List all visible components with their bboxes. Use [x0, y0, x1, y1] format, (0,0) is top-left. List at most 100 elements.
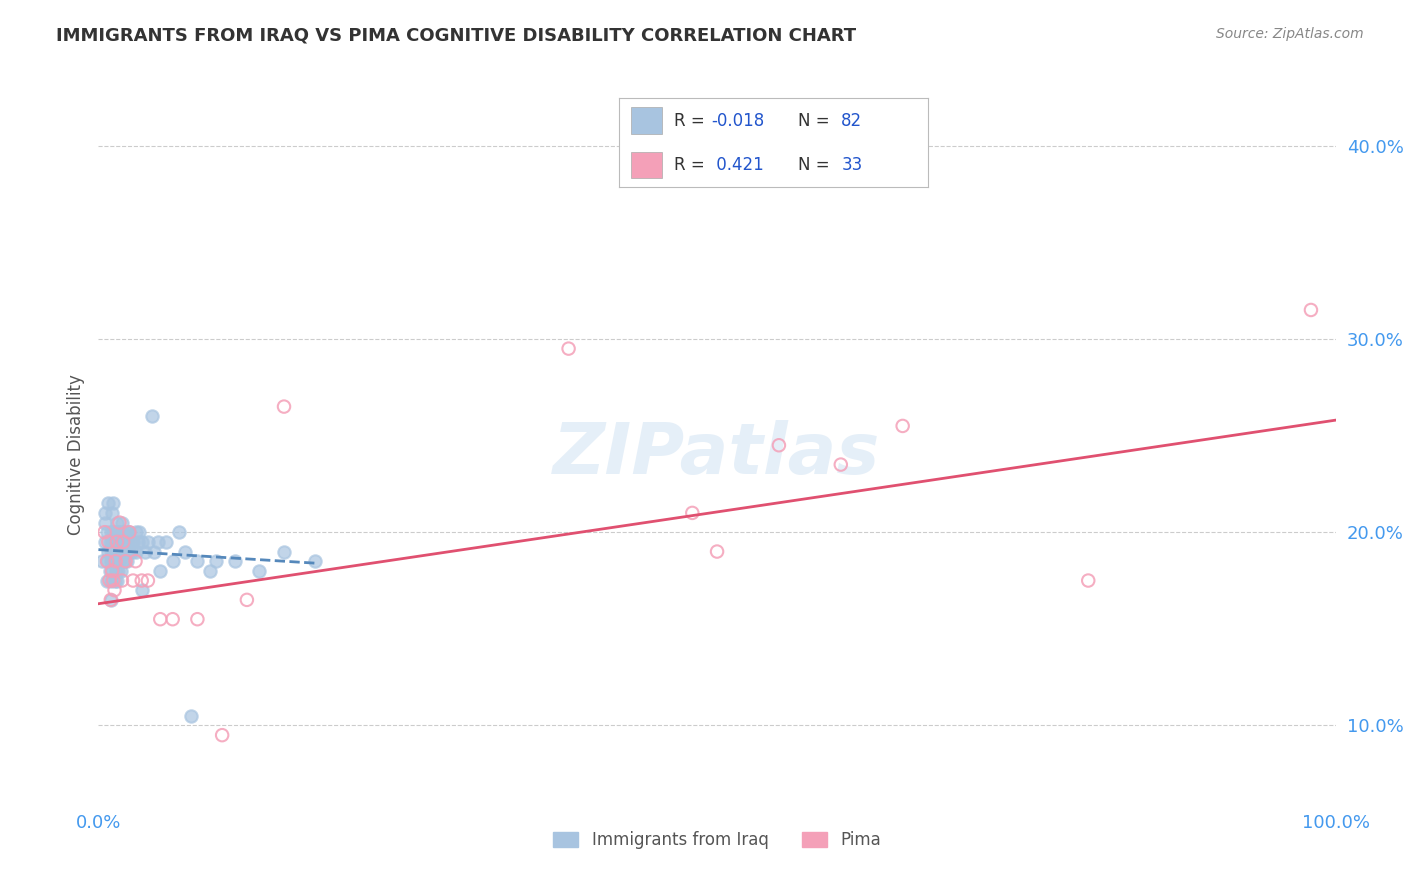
Point — [141, 409, 163, 424]
Point — [104, 525, 127, 540]
Point — [118, 525, 141, 540]
Text: ZIPatlas: ZIPatlas — [554, 420, 880, 490]
Point — [110, 564, 132, 578]
Point — [205, 554, 228, 568]
Point — [167, 525, 190, 540]
Point — [162, 554, 184, 568]
Point — [103, 583, 125, 598]
Point — [105, 516, 128, 530]
Point — [830, 458, 852, 472]
Point — [134, 544, 156, 558]
Point — [681, 506, 703, 520]
Point — [93, 516, 115, 530]
Point — [97, 534, 120, 549]
Point — [211, 728, 233, 742]
Point — [128, 525, 150, 540]
Point — [127, 534, 149, 549]
Point — [105, 554, 128, 568]
Text: Source: ZipAtlas.com: Source: ZipAtlas.com — [1216, 27, 1364, 41]
Point — [93, 534, 115, 549]
Point — [101, 534, 124, 549]
FancyBboxPatch shape — [631, 152, 662, 178]
Point — [108, 534, 131, 549]
Point — [112, 554, 135, 568]
Point — [105, 574, 128, 588]
Point — [96, 554, 118, 568]
Point — [111, 574, 134, 588]
Text: N =: N = — [799, 156, 835, 174]
Point — [118, 544, 141, 558]
Point — [114, 544, 136, 558]
Point — [96, 574, 118, 588]
Point — [115, 554, 138, 568]
Point — [105, 534, 128, 549]
Point — [124, 525, 146, 540]
Point — [149, 564, 172, 578]
Point — [891, 418, 914, 433]
Point — [120, 534, 142, 549]
Text: IMMIGRANTS FROM IRAQ VS PIMA COGNITIVE DISABILITY CORRELATION CHART: IMMIGRANTS FROM IRAQ VS PIMA COGNITIVE D… — [56, 27, 856, 45]
Point — [93, 506, 115, 520]
Point — [97, 496, 120, 510]
Point — [706, 544, 728, 558]
Point — [97, 544, 120, 558]
Point — [96, 554, 118, 568]
Point — [108, 516, 131, 530]
Point — [103, 525, 125, 540]
Point — [104, 544, 127, 558]
Point — [124, 544, 146, 558]
Point — [149, 612, 172, 626]
Point — [131, 534, 153, 549]
Point — [162, 612, 184, 626]
Point — [112, 544, 135, 558]
Point — [273, 400, 295, 414]
Point — [101, 564, 124, 578]
Point — [103, 534, 125, 549]
Point — [112, 534, 135, 549]
Point — [98, 574, 121, 588]
Point — [131, 583, 153, 598]
Point — [100, 592, 122, 607]
Point — [93, 525, 115, 540]
Legend: Immigrants from Iraq, Pima: Immigrants from Iraq, Pima — [546, 822, 889, 857]
Point — [124, 554, 146, 568]
Point — [101, 564, 124, 578]
Point — [100, 592, 122, 607]
Point — [118, 525, 141, 540]
Point — [115, 534, 138, 549]
Point — [180, 708, 202, 723]
Text: R =: R = — [675, 156, 710, 174]
Point — [107, 544, 129, 558]
Point — [107, 525, 129, 540]
Point — [1077, 574, 1099, 588]
Point — [112, 534, 135, 549]
Point — [91, 554, 114, 568]
Point — [136, 534, 159, 549]
Point — [186, 554, 208, 568]
Text: R =: R = — [675, 112, 710, 130]
Point — [247, 564, 270, 578]
Point — [143, 544, 166, 558]
Point — [114, 525, 136, 540]
FancyBboxPatch shape — [631, 107, 662, 134]
Point — [112, 525, 135, 540]
Point — [96, 525, 118, 540]
Point — [98, 534, 121, 549]
Text: -0.018: -0.018 — [711, 112, 765, 130]
Point — [100, 554, 122, 568]
Point — [155, 534, 177, 549]
Point — [103, 574, 125, 588]
Point — [146, 534, 169, 549]
Point — [122, 574, 145, 588]
Point — [110, 544, 132, 558]
Point — [103, 554, 125, 568]
Point — [105, 534, 128, 549]
Point — [198, 564, 221, 578]
Point — [110, 525, 132, 540]
Point — [111, 534, 134, 549]
Point — [304, 554, 326, 568]
Point — [100, 525, 122, 540]
Point — [103, 544, 125, 558]
Point — [557, 342, 579, 356]
Text: 0.421: 0.421 — [711, 156, 765, 174]
